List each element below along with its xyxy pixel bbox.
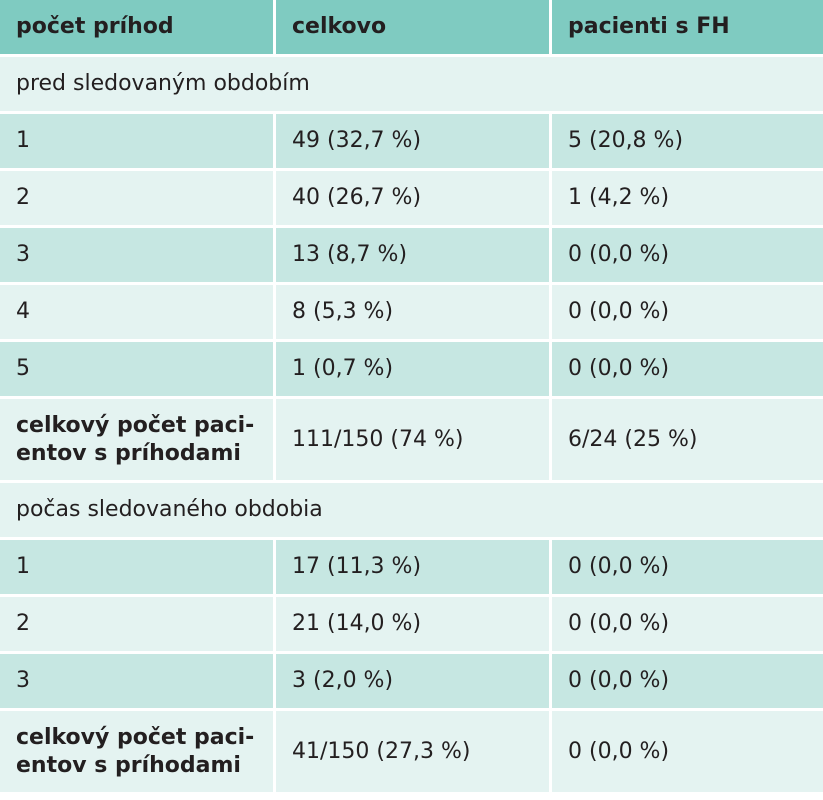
table-row: 1 17 (11,3 %) 0 (0,0 %)	[0, 540, 823, 597]
summary-label: celkový počet paci-entov s príhodami	[0, 711, 276, 795]
fh-cell: 0 (0,0 %)	[552, 285, 823, 342]
total-cell: 40 (26,7 %)	[276, 171, 552, 228]
summary-label-line2: entov s príhodami	[16, 752, 241, 778]
total-cell: 49 (32,7 %)	[276, 114, 552, 171]
fh-cell: 0 (0,0 %)	[552, 540, 823, 597]
fh-cell: 0 (0,0 %)	[552, 228, 823, 285]
table-row: 5 1 (0,7 %) 0 (0,0 %)	[0, 342, 823, 399]
fh-cell: 1 (4,2 %)	[552, 171, 823, 228]
summary-row-before: celkový počet paci-entov s príhodami 111…	[0, 399, 823, 483]
total-cell: 3 (2,0 %)	[276, 654, 552, 711]
summary-label: celkový počet paci-entov s príhodami	[0, 399, 276, 483]
summary-label-line1: celkový počet paci-	[16, 412, 255, 438]
total-cell: 21 (14,0 %)	[276, 597, 552, 654]
header-total: celkovo	[276, 0, 552, 57]
event-count-cell: 2	[0, 171, 276, 228]
fh-cell: 5 (20,8 %)	[552, 114, 823, 171]
table-row: 3 3 (2,0 %) 0 (0,0 %)	[0, 654, 823, 711]
summary-fh-cell: 6/24 (25 %)	[552, 399, 823, 483]
table-row: 3 13 (8,7 %) 0 (0,0 %)	[0, 228, 823, 285]
event-count-cell: 2	[0, 597, 276, 654]
summary-row-during: celkový počet paci-entov s príhodami 41/…	[0, 711, 823, 795]
summary-fh-cell: 0 (0,0 %)	[552, 711, 823, 795]
table-row: 2 40 (26,7 %) 1 (4,2 %)	[0, 171, 823, 228]
event-count-cell: 4	[0, 285, 276, 342]
event-count-cell: 3	[0, 654, 276, 711]
event-count-cell: 5	[0, 342, 276, 399]
fh-cell: 0 (0,0 %)	[552, 654, 823, 711]
event-count-cell: 3	[0, 228, 276, 285]
summary-total-cell: 41/150 (27,3 %)	[276, 711, 552, 795]
summary-total-cell: 111/150 (74 %)	[276, 399, 552, 483]
total-cell: 13 (8,7 %)	[276, 228, 552, 285]
event-count-cell: 1	[0, 540, 276, 597]
table-row: 1 49 (32,7 %) 5 (20,8 %)	[0, 114, 823, 171]
table-row: 2 21 (14,0 %) 0 (0,0 %)	[0, 597, 823, 654]
header-fh-patients: pacienti s FH	[552, 0, 823, 57]
summary-label-line1: celkový počet paci-	[16, 724, 255, 750]
summary-label-line2: entov s príhodami	[16, 440, 241, 466]
section-row-during: počas sledovaného obdobia	[0, 483, 823, 540]
section-title-before: pred sledovaným obdobím	[0, 57, 823, 114]
fh-cell: 0 (0,0 %)	[552, 597, 823, 654]
table-row: 4 8 (5,3 %) 0 (0,0 %)	[0, 285, 823, 342]
total-cell: 1 (0,7 %)	[276, 342, 552, 399]
table-header-row: počet príhod celkovo pacienti s FH	[0, 0, 823, 57]
header-event-count: počet príhod	[0, 0, 276, 57]
fh-cell: 0 (0,0 %)	[552, 342, 823, 399]
section-row-before: pred sledovaným obdobím	[0, 57, 823, 114]
total-cell: 17 (11,3 %)	[276, 540, 552, 597]
section-title-during: počas sledovaného obdobia	[0, 483, 823, 540]
event-count-cell: 1	[0, 114, 276, 171]
total-cell: 8 (5,3 %)	[276, 285, 552, 342]
